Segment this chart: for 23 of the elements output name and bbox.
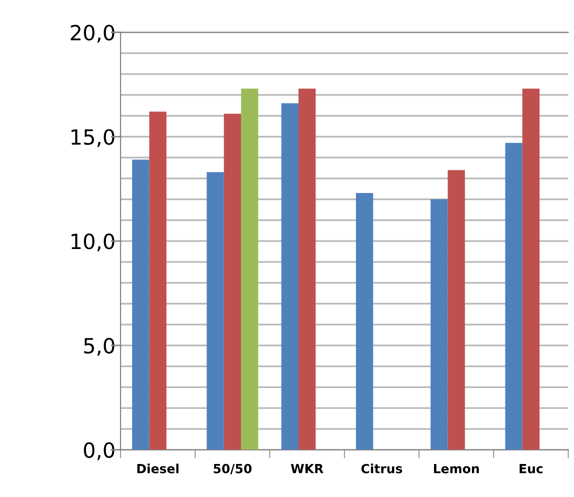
- bar: [505, 142, 522, 450]
- x-tick-label: Citrus: [361, 464, 402, 474]
- x-tick-label: WKR: [290, 464, 324, 474]
- y-tick-label: 10,0: [72, 234, 114, 252]
- bar: [206, 172, 224, 450]
- bar: [430, 199, 448, 450]
- x-tick-label: Euc: [520, 464, 543, 474]
- x-tick-label: Lemon: [434, 464, 479, 474]
- bar: [241, 88, 258, 450]
- bar: [149, 112, 166, 450]
- y-tick-label: 20,0: [70, 24, 114, 43]
- y-tick-label: 15,0: [72, 129, 114, 148]
- bar: [298, 88, 316, 450]
- x-tick-label: Diesel: [137, 464, 178, 474]
- y-tick-label: 0,0: [84, 442, 114, 460]
- bar: [448, 170, 465, 450]
- bar: [281, 103, 299, 450]
- x-tick-label: 50/50: [214, 464, 252, 474]
- y-tick-label: 5,0: [84, 338, 114, 356]
- bar: [132, 160, 150, 450]
- bar: [224, 114, 242, 450]
- bar: [522, 88, 540, 450]
- bar: [356, 193, 374, 450]
